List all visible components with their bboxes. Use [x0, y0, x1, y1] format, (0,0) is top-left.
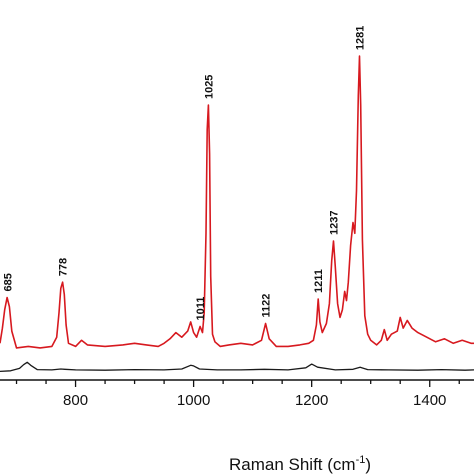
spectrum-line-black	[0, 361, 474, 373]
x-tick-label: 1000	[177, 392, 210, 409]
peak-label: 1011	[195, 297, 207, 321]
peak-label: 778	[58, 258, 70, 276]
peak-label: 1237	[328, 211, 340, 235]
peak-label: 1122	[261, 294, 273, 318]
spectrum-line-red	[0, 55, 474, 349]
peak-label: 1211	[313, 269, 325, 293]
peak-label: 1281	[355, 26, 367, 50]
peak-label-layer: 685 778 1011 1025 1122 1211 1237 1281	[3, 26, 367, 321]
x-tick-label: 1200	[295, 392, 328, 409]
peak-label: 1025	[203, 75, 215, 99]
x-axis-title-superscript: -1	[356, 454, 366, 466]
peak-label: 685	[3, 273, 15, 291]
x-axis-title-close: )	[365, 455, 371, 474]
x-tick-layer: 800 1000 1200 1400	[15, 380, 460, 409]
x-axis-title-text: Raman Shift (cm	[229, 455, 356, 474]
series-layer	[0, 55, 474, 373]
x-axis-title: Raman Shift (cm-1)	[229, 454, 371, 474]
x-tick-label: 800	[63, 392, 88, 409]
x-tick-label: 1400	[413, 392, 446, 409]
